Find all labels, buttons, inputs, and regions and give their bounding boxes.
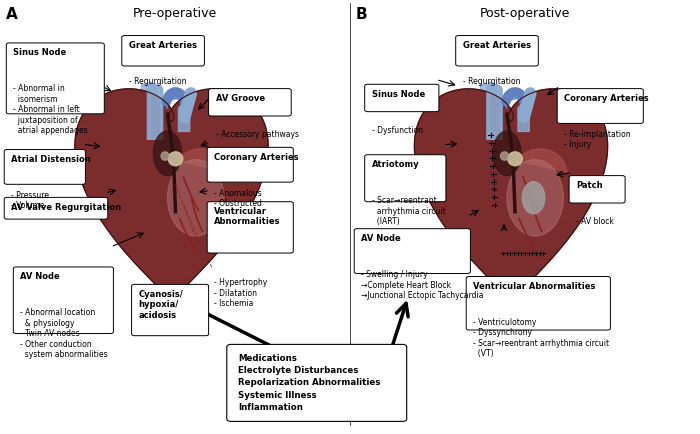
FancyBboxPatch shape — [6, 44, 104, 115]
Text: - Regurgitation: - Regurgitation — [463, 77, 520, 86]
Text: Atriotomy: Atriotomy — [372, 160, 419, 169]
Text: - AV block: - AV block — [576, 217, 614, 226]
Text: AV Node: AV Node — [20, 272, 60, 281]
Text: Ventricular Abnormalities: Ventricular Abnormalities — [473, 281, 596, 290]
Text: - Regurgitation: - Regurgitation — [129, 77, 186, 86]
Polygon shape — [480, 85, 496, 171]
Text: Post-operative: Post-operative — [480, 7, 570, 20]
Text: - Ventriculotomy
- Dyssynchrony
- Scar→reentrant arrhythmia circuit
  (VT): - Ventriculotomy - Dyssynchrony - Scar→r… — [473, 317, 609, 357]
Text: Pre-operative: Pre-operative — [133, 7, 217, 20]
Text: - Re-implantation
- Injury: - Re-implantation - Injury — [564, 130, 631, 149]
Polygon shape — [518, 150, 567, 173]
Ellipse shape — [508, 152, 522, 166]
Text: AV Groove: AV Groove — [216, 94, 265, 103]
Polygon shape — [161, 87, 162, 140]
Polygon shape — [141, 85, 157, 171]
Text: Sinus Node: Sinus Node — [372, 89, 425, 99]
Polygon shape — [500, 87, 502, 140]
FancyBboxPatch shape — [456, 36, 538, 67]
Text: AV Node: AV Node — [361, 233, 401, 243]
Text: Sinus Node: Sinus Node — [13, 48, 66, 57]
Text: - Pressure
- Volume: - Pressure - Volume — [11, 191, 49, 210]
Text: Great Arteries: Great Arteries — [463, 41, 531, 50]
Text: - Swelling / Injury
→Complete Heart Block
→Junctional Ectopic Tachycardia: - Swelling / Injury →Complete Heart Bloc… — [361, 270, 484, 299]
Text: Electrolyte Disturbances: Electrolyte Disturbances — [238, 365, 358, 375]
FancyBboxPatch shape — [207, 202, 293, 253]
Text: - Scar→reentrant
  arrhythmia circuit
  (IART): - Scar→reentrant arrhythmia circuit (IAR… — [372, 196, 445, 226]
Polygon shape — [75, 90, 268, 311]
Ellipse shape — [507, 160, 564, 237]
Polygon shape — [489, 83, 500, 140]
Text: Cyanosis/
hypoxia/
acidosis: Cyanosis/ hypoxia/ acidosis — [139, 289, 183, 319]
FancyBboxPatch shape — [132, 285, 209, 336]
Text: Medications: Medications — [238, 353, 297, 362]
Text: Atrial Distension: Atrial Distension — [11, 155, 91, 164]
Ellipse shape — [167, 160, 224, 237]
Ellipse shape — [500, 152, 509, 161]
Text: Systemic Illness: Systemic Illness — [238, 390, 316, 399]
Text: Inflammation: Inflammation — [238, 402, 303, 411]
FancyBboxPatch shape — [365, 155, 446, 202]
FancyBboxPatch shape — [4, 150, 85, 185]
Text: Coronary Arteries: Coronary Arteries — [214, 152, 299, 161]
Text: Ventricular
Abnormalities: Ventricular Abnormalities — [214, 207, 281, 226]
Text: Repolarization Abnormalities: Repolarization Abnormalities — [238, 378, 380, 387]
Ellipse shape — [493, 132, 521, 176]
FancyBboxPatch shape — [557, 89, 643, 124]
Text: A: A — [6, 7, 18, 21]
FancyBboxPatch shape — [569, 176, 625, 204]
Polygon shape — [147, 83, 150, 140]
FancyBboxPatch shape — [466, 277, 610, 330]
FancyBboxPatch shape — [207, 148, 293, 183]
Polygon shape — [150, 83, 161, 140]
Text: Great Arteries: Great Arteries — [129, 41, 197, 50]
FancyBboxPatch shape — [209, 89, 291, 117]
Text: - Abnormal location
  & physiology
- Twin AV nodes
- Other conduction
  system a: - Abnormal location & physiology - Twin … — [20, 308, 108, 358]
FancyBboxPatch shape — [122, 36, 204, 67]
Polygon shape — [414, 90, 608, 311]
Ellipse shape — [153, 132, 181, 176]
Polygon shape — [486, 83, 489, 140]
Text: Coronary Arteries: Coronary Arteries — [564, 94, 649, 103]
Text: - Hypertrophy
- Dilatation
- Ischemia: - Hypertrophy - Dilatation - Ischemia — [214, 278, 267, 308]
Ellipse shape — [161, 152, 169, 161]
Text: Patch: Patch — [576, 181, 603, 190]
Text: B: B — [356, 7, 368, 21]
FancyBboxPatch shape — [227, 345, 407, 421]
FancyBboxPatch shape — [13, 267, 113, 334]
Polygon shape — [178, 150, 228, 173]
FancyBboxPatch shape — [354, 229, 470, 274]
Text: AV Valve Regurgitation: AV Valve Regurgitation — [11, 202, 121, 211]
Text: - Accessory pathways: - Accessory pathways — [216, 130, 299, 139]
Ellipse shape — [168, 152, 183, 166]
FancyBboxPatch shape — [365, 85, 439, 112]
Text: - Dysfunction: - Dysfunction — [372, 125, 423, 135]
FancyBboxPatch shape — [4, 198, 108, 220]
Ellipse shape — [522, 182, 545, 214]
Text: - Abnormal in
  isomerism
- Abnormal in left
  juxtaposition of
  atrial appenda: - Abnormal in isomerism - Abnormal in le… — [13, 84, 88, 135]
Text: - Anomalous
- Obstructed: - Anomalous - Obstructed — [214, 188, 262, 208]
